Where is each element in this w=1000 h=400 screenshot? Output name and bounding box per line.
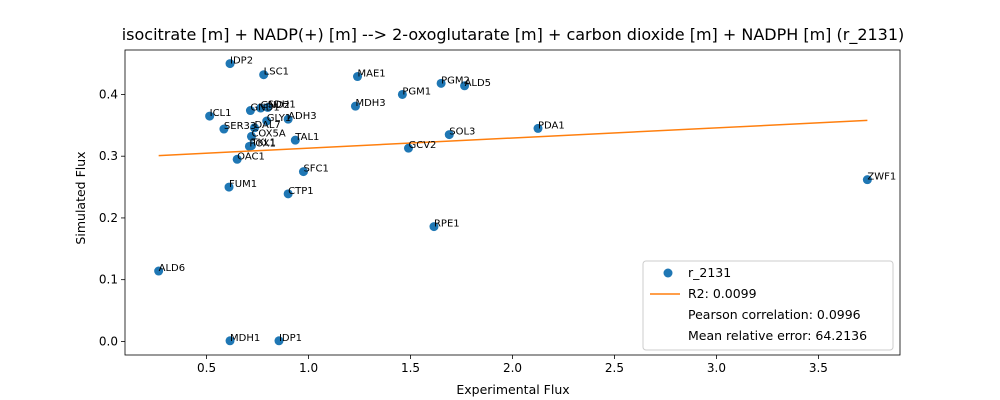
data-point <box>219 124 229 134</box>
point-label: ADH3 <box>288 111 316 122</box>
chart-title: isocitrate [m] + NADP(+) [m] --> 2-oxogl… <box>122 25 905 45</box>
data-point <box>298 167 308 177</box>
point-label: ZWF1 <box>867 172 896 183</box>
y-tick-label: 0.4 <box>99 87 118 101</box>
point-label: DAL7 <box>255 120 281 131</box>
x-axis-label: Experimental Flux <box>456 382 569 397</box>
data-point <box>353 72 362 82</box>
legend-entry-mre: Mean relative error: 64.2136 <box>688 328 867 343</box>
data-point <box>250 123 260 133</box>
legend-marker-points <box>663 268 673 278</box>
point-label: GND2 <box>261 100 290 111</box>
data-point <box>225 336 235 346</box>
x-tick-label: 0.5 <box>197 361 216 375</box>
data-point <box>283 114 293 124</box>
data-point <box>397 89 407 99</box>
point-label: CTP1 <box>288 186 313 197</box>
legend-box <box>642 260 894 351</box>
y-tick-label: 0.1 <box>99 273 118 287</box>
regression-line <box>158 119 868 157</box>
point-label: IDP2 <box>230 56 253 67</box>
point-label: TKL1 <box>250 138 276 149</box>
legend-entry-points: r_2131 <box>688 265 731 280</box>
plot-area: 0.5 1.0 1.5 2.0 2.5 3.0 3.5 0.0 0.1 0.2 0.3 0.4 IDP2… <box>99 49 901 375</box>
point-label: SER33 <box>224 121 256 132</box>
data-point <box>533 123 543 133</box>
point-label: IDP1 <box>279 333 302 344</box>
point-label: TAL1 <box>294 132 319 143</box>
point-label: MDH3 <box>355 98 385 109</box>
point-label: PDA1 <box>538 120 565 131</box>
point-label: PGM1 <box>402 86 431 97</box>
point-label: LSC1 <box>264 67 289 78</box>
data-point <box>263 102 273 112</box>
point-label: GCV2 <box>408 140 436 151</box>
x-tick-label: 2.0 <box>503 361 522 375</box>
data-point <box>154 266 164 276</box>
data-point <box>232 154 242 164</box>
data-point <box>256 103 266 113</box>
point-label: SFC1 <box>303 164 328 175</box>
x-tick-label: 2.5 <box>605 361 624 375</box>
legend: r_2131 R2: 0.0099 Pearson correlation: 0… <box>642 260 894 351</box>
y-tick-label: 0.0 <box>99 334 118 348</box>
point-label: OAC1 <box>237 151 265 162</box>
point-label: FUM1 <box>229 179 257 190</box>
point-label: ICL1 <box>210 108 232 119</box>
data-point <box>225 59 235 69</box>
data-point <box>274 336 284 346</box>
axes-frame <box>124 49 901 356</box>
data-point <box>283 189 293 199</box>
data-point <box>862 175 872 185</box>
x-tick-label: 1.5 <box>401 361 420 375</box>
point-label: SOL3 <box>449 127 475 138</box>
data-point <box>436 78 446 88</box>
x-tick-label: 1.0 <box>299 361 318 375</box>
point-label: ALD5 <box>465 78 491 89</box>
data-point <box>246 131 256 141</box>
data-point <box>429 222 439 232</box>
point-label: MAE1 <box>358 69 386 80</box>
data-point <box>245 106 255 116</box>
data-point <box>350 101 360 111</box>
data-point <box>290 135 300 145</box>
point-label: PGM2 <box>441 75 470 86</box>
data-point <box>444 130 454 140</box>
data-point <box>205 111 215 121</box>
legend-entry-pearson: Pearson correlation: 0.0996 <box>688 307 861 322</box>
point-label: ALD6 <box>159 263 185 274</box>
point-label: GND1 <box>250 103 279 114</box>
legend-entry-fit: R2: 0.0099 <box>688 286 757 301</box>
x-tick-label: 3.5 <box>809 361 828 375</box>
data-point <box>244 141 254 151</box>
point-label: MDH1 <box>230 333 260 344</box>
data-point <box>460 81 470 91</box>
data-point <box>224 182 234 192</box>
point-label: COX5A <box>251 128 285 139</box>
point-label: GLY1 <box>267 113 291 124</box>
point-label: RPE1 <box>434 219 460 230</box>
data-point <box>403 143 413 153</box>
y-axis-label: Simulated Flux <box>73 151 88 244</box>
point-label: SDH1 <box>268 99 296 110</box>
x-tick-label: 3.0 <box>707 361 726 375</box>
data-point <box>262 116 272 126</box>
y-tick-label: 0.2 <box>99 211 118 225</box>
y-tick-label: 0.3 <box>99 149 118 163</box>
point-label: POX1 <box>249 138 275 149</box>
data-point <box>259 70 269 80</box>
